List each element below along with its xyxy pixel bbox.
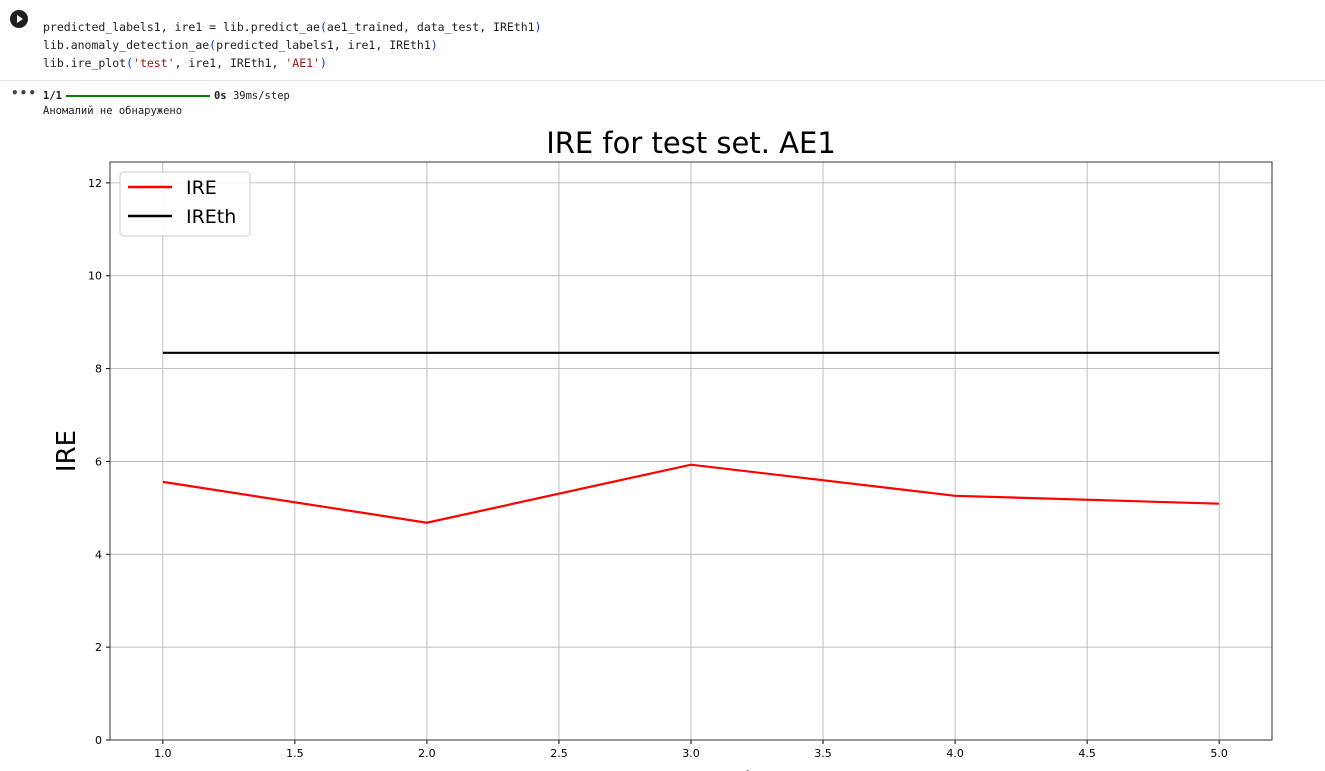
y-tick-label: 4 [95,548,102,561]
run-cell-button[interactable] [10,10,28,28]
code-editor[interactable]: predicted_labels1, ire1 = lib.predict_ae… [43,18,542,72]
x-tick-label: 3.5 [814,747,832,760]
y-tick-label: 0 [95,734,102,747]
x-axis-label: Vector number [595,767,788,771]
y-tick-label: 10 [88,270,102,283]
series-line-ire [162,463,1220,524]
x-tick-label: 3.0 [682,747,700,760]
output-message: Аномалий не обнаружено [43,105,183,117]
y-tick-label: 8 [95,363,102,376]
x-tick-label: 4.5 [1078,747,1096,760]
progress-step: 1/1 [43,90,62,102]
x-tick-label: 1.5 [286,747,304,760]
code-cell[interactable]: predicted_labels1, ire1 = lib.predict_ae… [0,0,1325,81]
x-tick-label: 1.0 [154,747,172,760]
legend-label-ireth: IREth [186,206,236,228]
code-line: lib.anomaly_detection_ae(predicted_label… [43,38,438,52]
plot-frame [109,161,1273,741]
cell-output: 1/1 0s 39ms/step Аномалий не обнаружено [43,89,290,119]
progress-rate: 39ms/step [232,90,290,102]
code-line: predicted_labels1, ire1 = lib.predict_ae… [43,20,542,34]
chart-title: IRE for test set. AE1 [546,126,836,160]
y-axis-label: IRE [52,430,82,472]
y-tick-label: 12 [88,177,102,190]
progress-time: 0s [213,90,227,102]
x-tick-label: 2.5 [550,747,568,760]
code-line: lib.ire_plot('test', ire1, IREth1, 'AE1'… [43,56,327,70]
output-menu-button[interactable]: ••• [11,86,38,100]
y-tick-label: 2 [95,641,102,654]
x-tick-label: 4.0 [946,747,964,760]
legend-label-ire: IRE [186,177,217,199]
x-tick-label: 2.0 [418,747,436,760]
y-tick-label: 6 [95,455,102,468]
x-tick-label: 5.0 [1210,747,1228,760]
progress-bar [65,95,210,97]
